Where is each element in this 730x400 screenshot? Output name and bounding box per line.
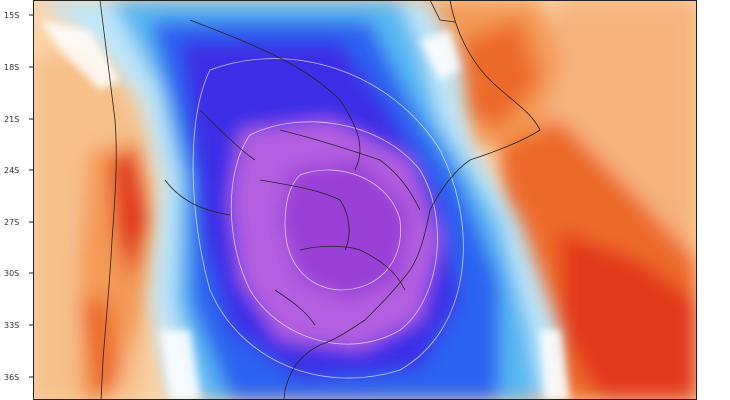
lat-label-21s: 21S <box>4 115 19 124</box>
lat-label-27s: 27S <box>4 218 19 227</box>
lat-label-24s: 24S <box>4 166 19 175</box>
transition-streaks <box>40 20 570 400</box>
field-layer <box>33 0 697 400</box>
borders <box>99 0 541 400</box>
lat-label-36s: 36S <box>4 373 19 382</box>
lat-label-18s: 18S <box>4 63 19 72</box>
latitude-axis: 15S 18S 21S 24S 27S 30S 33S 36S <box>4 11 19 382</box>
contour-lines <box>192 58 464 379</box>
lat-label-33s: 33S <box>4 321 19 330</box>
lat-label-15s: 15S <box>4 11 19 20</box>
latitude-ticks <box>29 14 33 378</box>
lat-label-30s: 30S <box>4 269 19 278</box>
warm-anomaly-west <box>33 40 160 400</box>
